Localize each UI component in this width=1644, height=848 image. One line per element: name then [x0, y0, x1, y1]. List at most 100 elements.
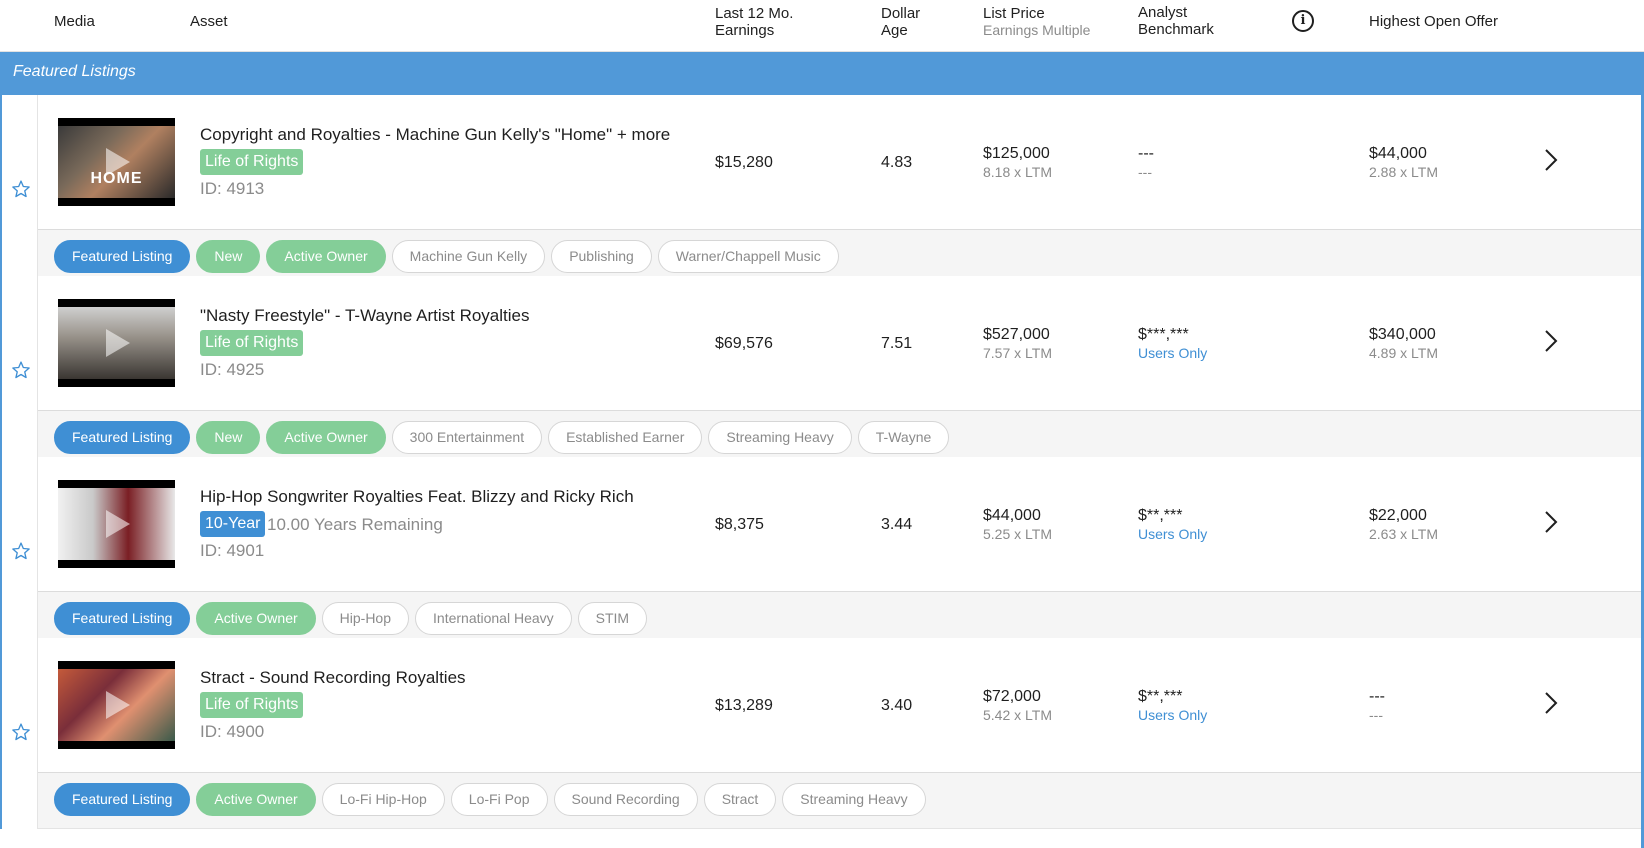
listing-main[interactable]: Hip-Hop Songwriter Royalties Feat. Blizz…	[38, 457, 1641, 592]
tag-chip[interactable]: Active Owner	[266, 421, 386, 454]
list-price: $44,000	[983, 507, 1041, 524]
tag-list: Featured Listing Active Owner Hip-Hop Inter…	[54, 602, 648, 635]
media-thumbnail[interactable]	[58, 299, 175, 387]
tag-chip[interactable]: International Heavy	[415, 602, 572, 635]
tag-chip[interactable]: Active Owner	[266, 240, 386, 273]
listing-title[interactable]: Stract - Sound Recording Royalties	[200, 668, 466, 687]
benchmark-sub: Users Only	[1138, 526, 1208, 542]
chevron-right-icon[interactable]	[1541, 328, 1561, 354]
play-icon[interactable]	[106, 329, 130, 357]
listing-row: HOME Copyright and Royalties - Machine G…	[0, 95, 1641, 286]
price-multiple: 7.57 x LTM	[983, 345, 1052, 361]
featured-listings-title: Featured Listings	[13, 63, 136, 80]
listing-id: ID: 4913	[200, 179, 265, 198]
play-icon[interactable]	[106, 691, 130, 719]
ltm-earnings: $8,375	[715, 516, 764, 533]
highest-offer: $44,000	[1369, 145, 1427, 162]
header-price-line2: Earnings Multiple	[983, 22, 1091, 38]
price-multiple: 5.42 x LTM	[983, 707, 1052, 723]
tag-chip[interactable]: Streaming Heavy	[782, 783, 926, 816]
tag-chip[interactable]: Stract	[703, 783, 777, 816]
tag-chip[interactable]: Active Owner	[196, 783, 316, 816]
play-icon[interactable]	[106, 148, 130, 176]
listing-main[interactable]: HOME Copyright and Royalties - Machine G…	[38, 95, 1641, 230]
star-icon[interactable]	[11, 541, 31, 561]
header-earnings-line1: Last 12 Mo.	[715, 5, 794, 22]
price-multiple: 5.25 x LTM	[983, 526, 1052, 542]
tag-chip[interactable]: Lo-Fi Pop	[450, 783, 548, 816]
header-highest-offer: Highest Open Offer	[1369, 13, 1498, 30]
list-price: $527,000	[983, 326, 1050, 343]
tag-chip[interactable]: Streaming Heavy	[708, 421, 852, 454]
benchmark-sub: Users Only	[1138, 707, 1208, 723]
tag-chip[interactable]: New	[196, 240, 261, 273]
tag-list: Featured Listing New Active Owner Machine G…	[54, 240, 839, 273]
rights-badge: 10-Year	[200, 511, 266, 537]
tag-chip[interactable]: Featured Listing	[54, 240, 191, 273]
dollar-age: 7.51	[881, 335, 913, 352]
listing-id: ID: 4901	[200, 541, 265, 560]
listing-title[interactable]: Hip-Hop Songwriter Royalties Feat. Blizz…	[200, 487, 634, 506]
rights-badge: Life of Rights	[200, 149, 304, 175]
tag-chip[interactable]: New	[196, 421, 261, 454]
listing-row: "Nasty Freestyle" - T-Wayne Artist Royal…	[0, 276, 1641, 467]
offer-multiple: 2.63 x LTM	[1369, 526, 1438, 542]
offer-multiple: 4.89 x LTM	[1369, 345, 1438, 361]
listing-id: ID: 4925	[200, 360, 265, 379]
listing-title[interactable]: Copyright and Royalties - Machine Gun Ke…	[200, 125, 671, 144]
listing-title[interactable]: "Nasty Freestyle" - T-Wayne Artist Royal…	[200, 306, 530, 325]
dollar-age: 3.40	[881, 697, 913, 714]
tag-chip[interactable]: Featured Listing	[54, 421, 191, 454]
header-age-line1: Dollar	[881, 5, 921, 22]
dollar-age: 3.44	[881, 516, 913, 533]
tag-chip[interactable]: Active Owner	[196, 602, 316, 635]
chevron-right-icon[interactable]	[1541, 147, 1561, 173]
header-list-price: List Price Earnings Multiple	[983, 5, 1090, 39]
media-thumbnail[interactable]	[58, 661, 175, 749]
listing-main[interactable]: "Nasty Freestyle" - T-Wayne Artist Royal…	[38, 276, 1641, 411]
listing-row: Stract - Sound Recording Royalties Life …	[0, 638, 1641, 829]
header-bench-line1: Analyst	[1138, 4, 1188, 21]
tag-chip[interactable]: 300 Entertainment	[391, 421, 543, 454]
years-remaining: 10.00 Years Remaining	[267, 515, 443, 534]
tag-chip[interactable]: STIM	[577, 602, 648, 635]
tag-chip[interactable]: Established Earner	[548, 421, 703, 454]
list-price: $72,000	[983, 688, 1041, 705]
tag-chip[interactable]: Hip-Hop	[321, 602, 410, 635]
highest-offer: $22,000	[1369, 507, 1427, 524]
tag-row: Featured Listing Active Owner Lo-Fi Hip-Ho…	[38, 773, 1641, 829]
tag-chip[interactable]: Machine Gun Kelly	[391, 240, 546, 273]
tag-chip[interactable]: Lo-Fi Hip-Hop	[321, 783, 445, 816]
tag-chip[interactable]: Publishing	[551, 240, 652, 273]
header-age-line2: Age	[881, 22, 908, 39]
benchmark-sub: Users Only	[1138, 345, 1208, 361]
offer-multiple: 2.88 x LTM	[1369, 164, 1438, 180]
highest-offer: ---	[1369, 688, 1385, 705]
rights-badge: Life of Rights	[200, 692, 304, 718]
tag-chip[interactable]: T-Wayne	[857, 421, 950, 454]
tag-chip[interactable]: Featured Listing	[54, 602, 191, 635]
star-icon[interactable]	[11, 360, 31, 380]
header-price-line1: List Price	[983, 5, 1045, 22]
tag-chip[interactable]: Warner/Chappell Music	[657, 240, 839, 273]
chevron-right-icon[interactable]	[1541, 509, 1561, 535]
star-icon[interactable]	[11, 179, 31, 199]
header-media: Media	[54, 13, 95, 30]
dollar-age: 4.83	[881, 154, 913, 171]
chevron-right-icon[interactable]	[1541, 690, 1561, 716]
offer-multiple: ---	[1369, 707, 1383, 723]
header-bench-line2: Benchmark	[1138, 21, 1214, 38]
analyst-benchmark: ---	[1138, 145, 1154, 162]
listing-main[interactable]: Stract - Sound Recording Royalties Life …	[38, 638, 1641, 773]
benchmark-sub: ---	[1138, 164, 1152, 180]
media-thumbnail[interactable]	[58, 480, 175, 568]
header-dollar-age: Dollar Age	[881, 5, 920, 39]
tag-chip[interactable]: Sound Recording	[553, 783, 698, 816]
play-icon[interactable]	[106, 510, 130, 538]
info-icon[interactable]: i	[1292, 10, 1314, 32]
tag-chip[interactable]: Featured Listing	[54, 783, 191, 816]
media-thumbnail[interactable]: HOME	[58, 118, 175, 206]
rights-badge: Life of Rights	[200, 330, 304, 356]
star-icon[interactable]	[11, 722, 31, 742]
favorite-column	[0, 638, 38, 829]
